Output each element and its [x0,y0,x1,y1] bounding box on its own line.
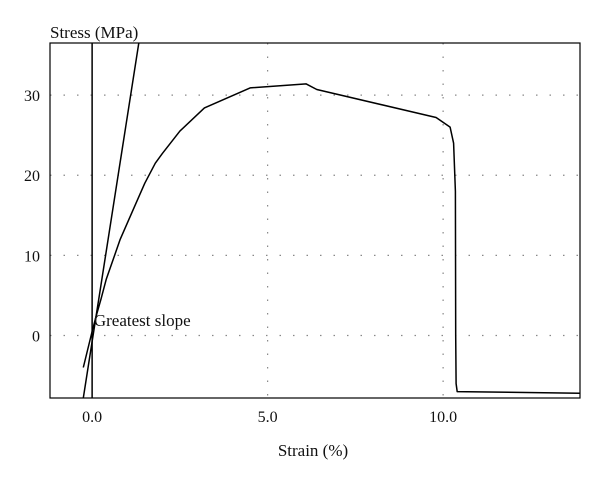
y-tick-label: 0 [32,328,40,345]
y-tick-label: 10 [24,248,40,265]
grid-lines [50,43,580,398]
x-tick-label: 0.0 [82,409,102,426]
y-axis-label: Stress (MPa) [50,23,138,42]
y-tick-label: 20 [24,168,40,185]
y-tick-label: 30 [24,88,40,105]
x-tick-label: 5.0 [258,409,278,426]
tick-labels: 0 10 20 30 0.0 5.0 10.0 [24,88,457,426]
series-group [82,42,581,399]
x-axis-label: Strain (%) [278,441,348,460]
annotation-greatest-slope: Greatest slope [94,311,191,330]
greatest-slope-line [82,42,140,399]
stress-strain-curve [82,83,581,394]
x-tick-label: 10.0 [429,409,457,426]
plot-frame [49,42,581,399]
